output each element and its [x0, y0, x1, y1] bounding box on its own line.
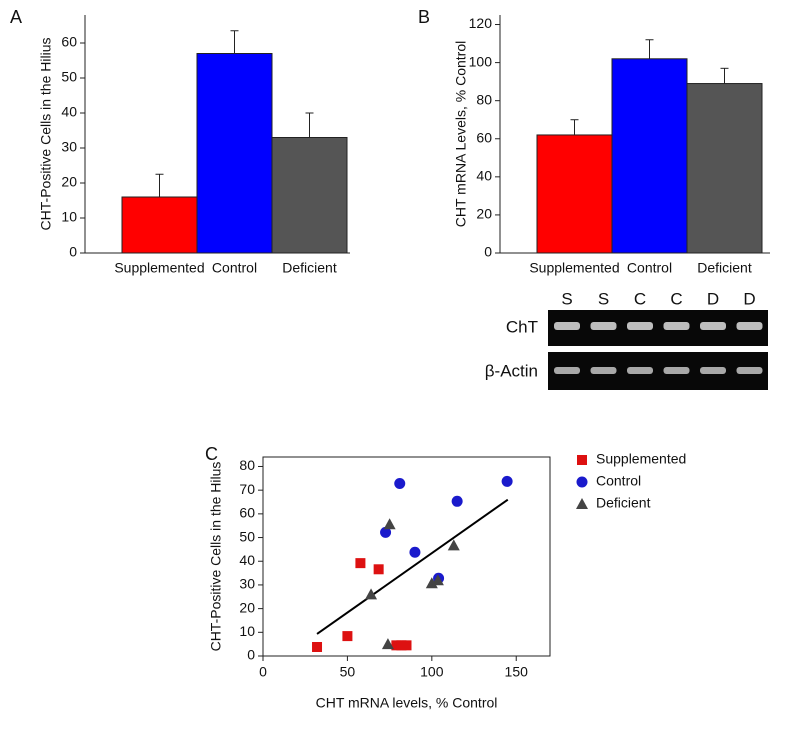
legend-marker [577, 455, 587, 465]
point [394, 478, 406, 490]
y-tick-label: 60 [476, 129, 492, 145]
lane-label: D [707, 289, 719, 308]
panel-letter: C [205, 444, 218, 464]
row-label: β-Actin [485, 361, 538, 380]
row-label: ChT [506, 317, 538, 336]
lane-label: C [670, 289, 682, 308]
trend-line [316, 498, 509, 635]
x-tick-label: 100 [420, 664, 444, 680]
lane-label: D [743, 289, 755, 308]
lane-label: S [598, 289, 609, 308]
y-tick-label: 10 [239, 623, 255, 639]
gel-band [590, 322, 617, 330]
gel-band-actin [548, 352, 768, 390]
y-tick-label: 40 [239, 552, 255, 568]
gel-band [627, 322, 653, 330]
y-tick-label: 120 [469, 15, 493, 31]
legend-marker [576, 476, 588, 488]
y-tick-label: 0 [247, 647, 255, 663]
gel-band [554, 367, 580, 374]
point [342, 631, 353, 642]
bar [686, 83, 763, 254]
point [409, 546, 421, 558]
point [312, 641, 323, 652]
y-tick-label: 40 [476, 168, 492, 184]
y-tick-label: 80 [476, 91, 492, 107]
bar [121, 196, 198, 254]
gel-band [663, 322, 690, 330]
point [355, 558, 366, 569]
legend-label: Deficient [596, 495, 651, 511]
y-tick-label: 0 [484, 244, 492, 260]
gel-band [627, 367, 653, 374]
x-tick-label: Control [212, 260, 257, 276]
point [381, 638, 394, 650]
y-tick-label: 20 [476, 206, 492, 222]
y-tick-label: 30 [239, 576, 255, 592]
point [501, 475, 513, 487]
y-tick-label: 50 [61, 69, 77, 85]
bar [271, 137, 348, 254]
lane-label: C [634, 289, 646, 308]
y-tick-label: 30 [61, 139, 77, 155]
gel-band [554, 322, 580, 330]
x-tick-label: 0 [259, 664, 267, 680]
bar [611, 58, 688, 254]
lane-label: S [561, 289, 572, 308]
y-tick-label: 40 [61, 104, 77, 120]
y-tick-label: 60 [239, 505, 255, 521]
gel-band [736, 322, 763, 330]
plot-frame [262, 456, 551, 657]
point [380, 526, 392, 538]
y-axis-label: CHT mRNA Levels, % Control [453, 41, 469, 227]
legend-marker [576, 498, 588, 509]
x-axis-label: CHT mRNA levels, % Control [316, 695, 498, 711]
y-tick-label: 70 [239, 481, 255, 497]
gel-band-chT [548, 310, 768, 346]
point [373, 564, 384, 575]
legend-label: Control [596, 473, 641, 489]
x-tick-label: 50 [340, 664, 356, 680]
y-tick-label: 50 [239, 528, 255, 544]
y-axis-label: CHT-Positive Cells in the Hilius [38, 38, 54, 231]
x-tick-label: Deficient [697, 260, 752, 276]
point [451, 495, 463, 507]
gel-band [590, 367, 617, 374]
y-tick-label: 20 [239, 599, 255, 615]
x-tick-label: Supplemented [529, 260, 619, 276]
bar [536, 134, 613, 254]
x-tick-label: 150 [505, 664, 529, 680]
y-tick-label: 100 [469, 53, 493, 69]
point [447, 539, 460, 551]
gel-band [700, 367, 726, 374]
x-tick-label: Control [627, 260, 672, 276]
gel-band [700, 322, 726, 330]
y-tick-label: 80 [239, 457, 255, 473]
x-tick-label: Supplemented [114, 260, 204, 276]
x-tick-label: Deficient [282, 260, 337, 276]
panel-letter: A [10, 7, 22, 27]
gel-band [736, 367, 763, 374]
y-axis-label: CHT-Positive Cells in the Hilus [208, 462, 224, 652]
point [431, 574, 444, 586]
point [365, 588, 378, 600]
y-tick-label: 60 [61, 34, 77, 50]
point [425, 577, 438, 589]
y-tick-label: 10 [61, 209, 77, 225]
legend-label: Supplemented [596, 451, 686, 467]
bar [196, 53, 273, 254]
point [401, 640, 412, 651]
panel-letter: B [418, 7, 430, 27]
y-tick-label: 20 [61, 174, 77, 190]
point [391, 640, 402, 651]
point [383, 518, 396, 530]
point [396, 640, 407, 651]
y-tick-label: 0 [69, 244, 77, 260]
gel-band [663, 367, 690, 374]
